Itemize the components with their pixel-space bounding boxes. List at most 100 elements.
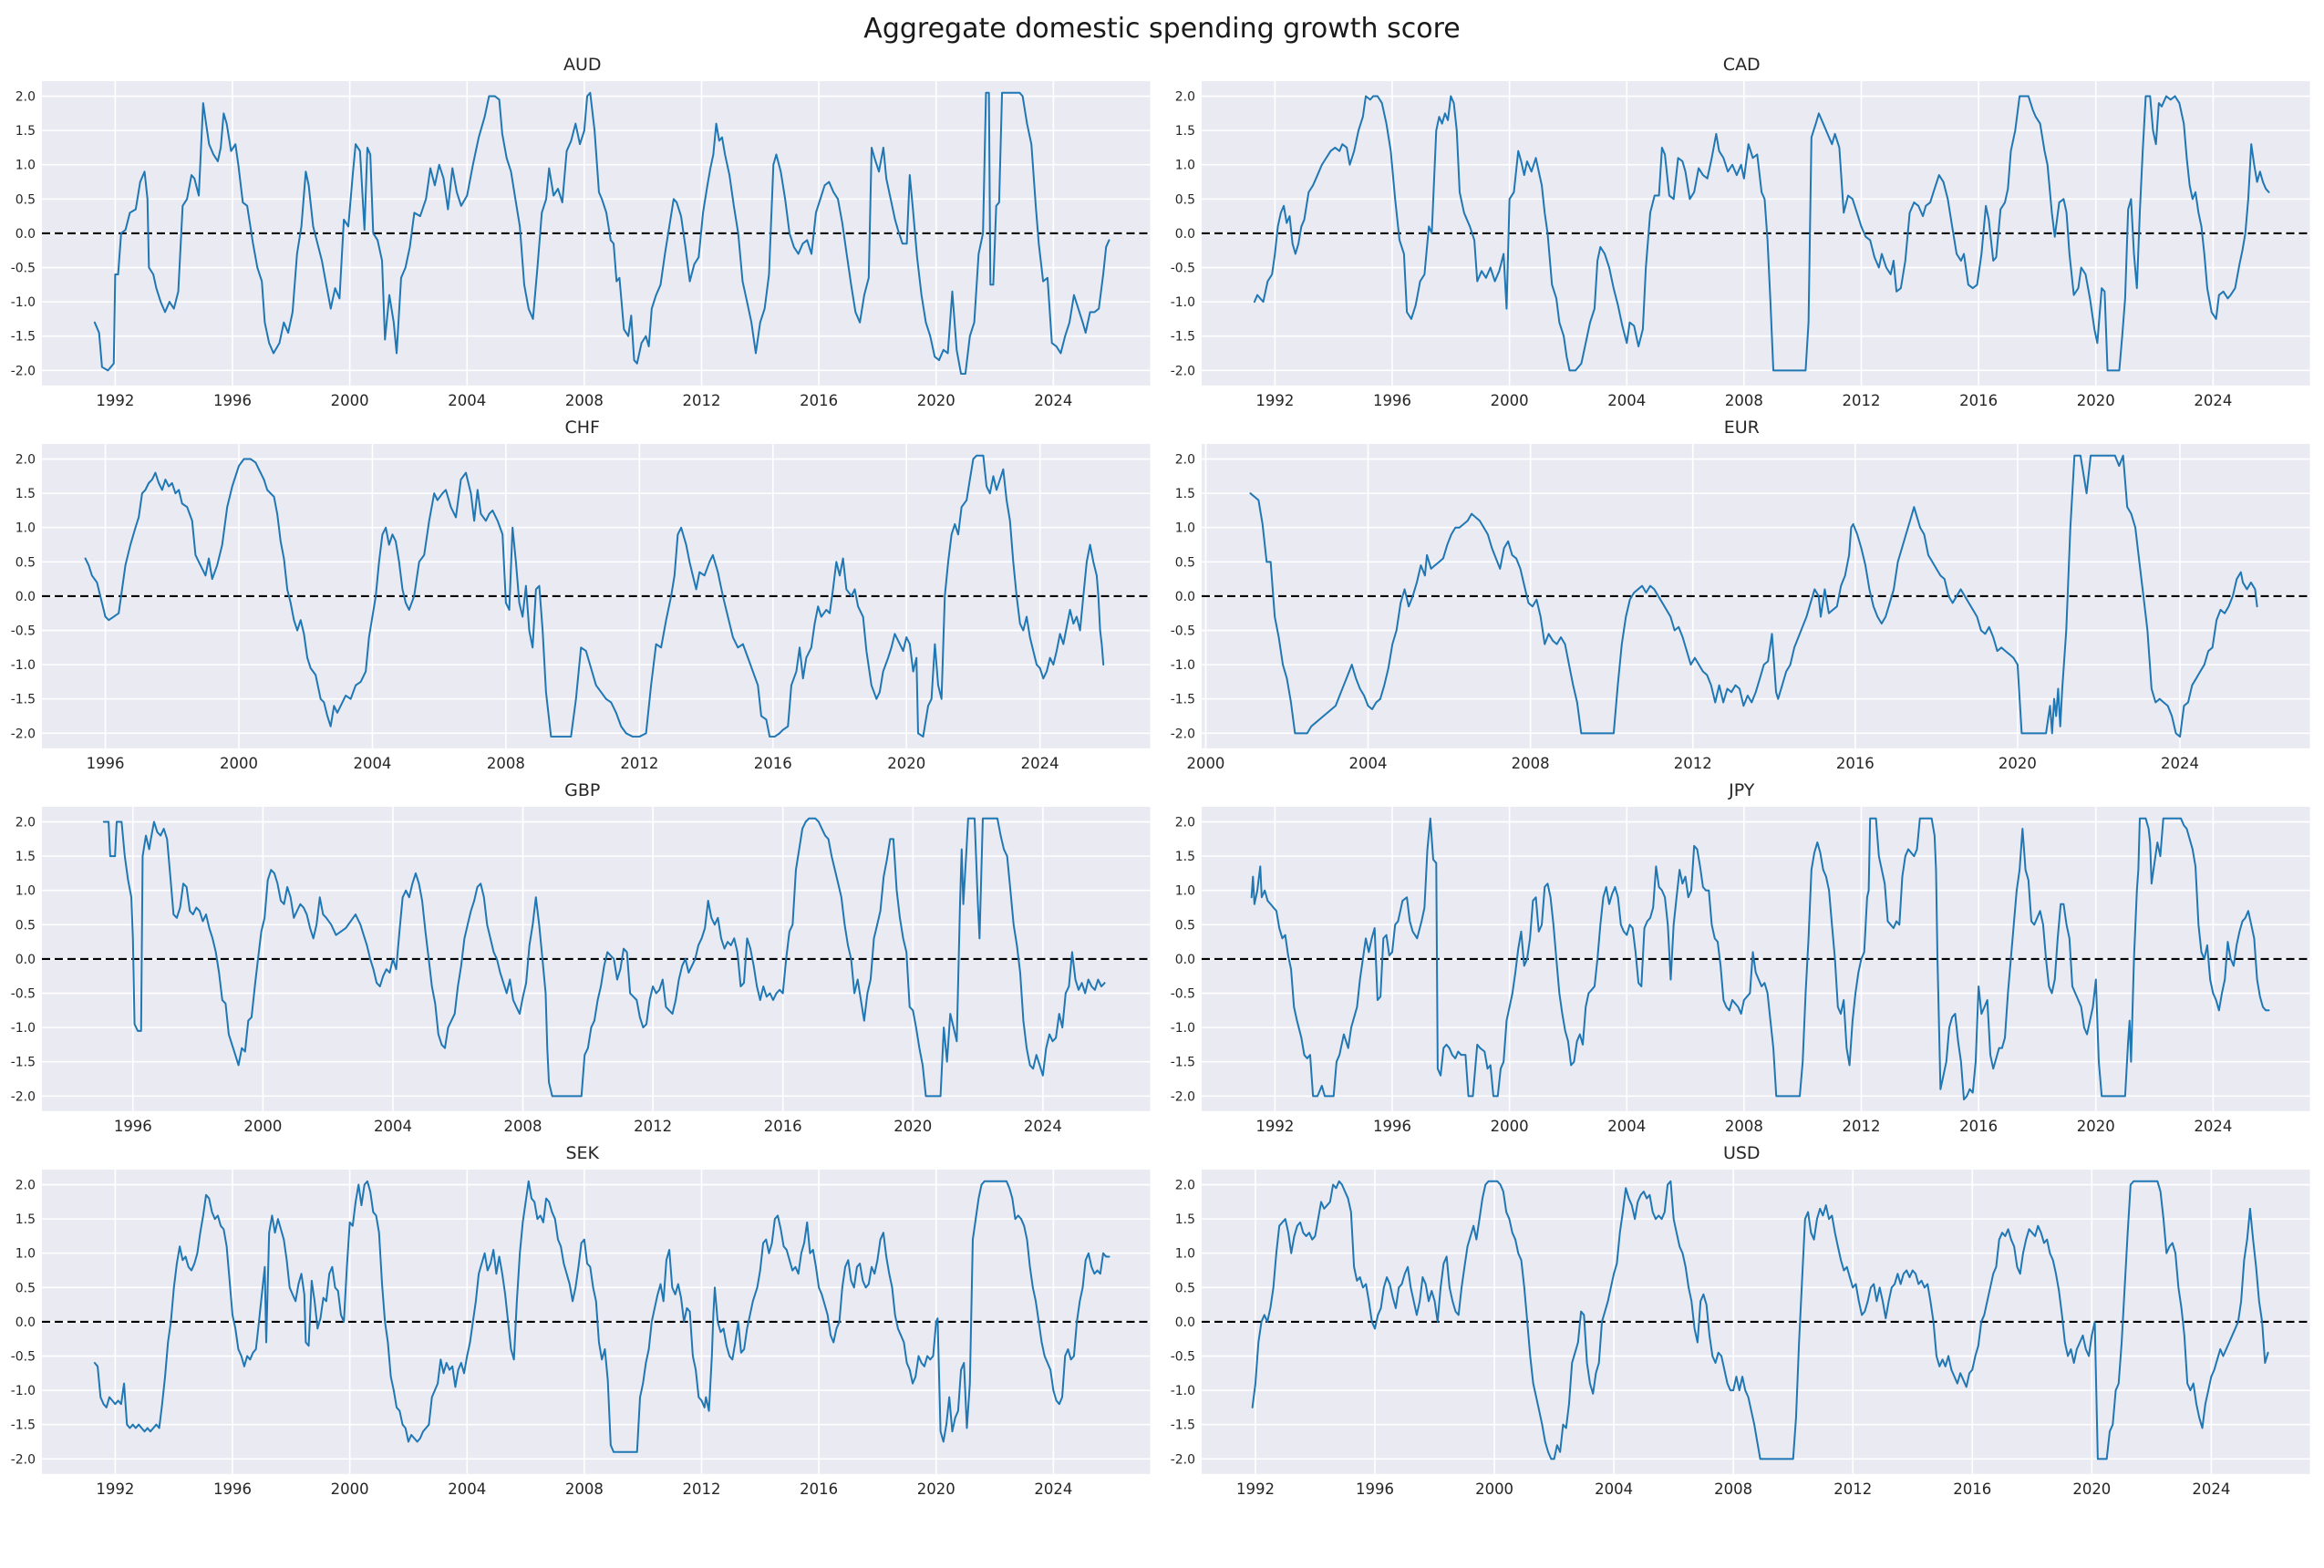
svg-text:2016: 2016 <box>754 755 792 772</box>
svg-text:2008: 2008 <box>487 755 525 772</box>
svg-text:0.5: 0.5 <box>15 1281 36 1295</box>
svg-text:-2.0: -2.0 <box>11 1452 36 1467</box>
svg-text:2020: 2020 <box>2076 392 2114 409</box>
subplot-usd: USD 1992 1996 2000 2004 2008 2012 2016 2020 2024… <box>1167 1142 2318 1503</box>
subplot-cad: CAD 1992 1996 2000 2004 2008 2012 2016 2020 2024… <box>1167 54 2318 415</box>
svg-text:0.0: 0.0 <box>1174 590 1194 604</box>
svg-text:2016: 2016 <box>1959 1118 1998 1135</box>
svg-text:-1.5: -1.5 <box>1170 330 1194 345</box>
svg-text:2000: 2000 <box>220 755 258 772</box>
svg-text:1.5: 1.5 <box>1174 124 1194 139</box>
svg-text:2004: 2004 <box>448 1480 486 1497</box>
subplot-title-gbp: GBP <box>564 779 601 800</box>
subplot-aud: AUD 1992 1996 2000 2004 2008 2012 2016 2020 2024… <box>7 54 1158 415</box>
subplot-title-cad: CAD <box>1722 55 1761 75</box>
svg-text:1992: 1992 <box>96 392 134 409</box>
svg-text:2000: 2000 <box>331 392 369 409</box>
svg-text:1992: 1992 <box>1255 392 1294 409</box>
svg-text:2020: 2020 <box>917 392 955 409</box>
subplot-eur: EUR 2000 2004 2008 2012 2016 2020 2024 2.0 1.5 1.… <box>1167 417 2318 778</box>
svg-text:2012: 2012 <box>620 755 658 772</box>
svg-text:1.5: 1.5 <box>15 487 36 501</box>
svg-text:2.0: 2.0 <box>1174 1178 1194 1192</box>
svg-text:0.0: 0.0 <box>15 590 36 604</box>
svg-text:2012: 2012 <box>683 392 721 409</box>
svg-text:2012: 2012 <box>1833 1480 1872 1497</box>
svg-text:0.0: 0.0 <box>1174 953 1194 967</box>
chart-eur: 2000 2004 2008 2012 2016 2020 2024 2.0 1.5 1.0 0.5… <box>1170 443 2309 772</box>
svg-text:2004: 2004 <box>353 755 391 772</box>
svg-text:2020: 2020 <box>887 755 925 772</box>
chart-jpy: 1992 1996 2000 2004 2008 2012 2016 2020 2024 2.0 1… <box>1170 806 2309 1135</box>
svg-text:1996: 1996 <box>1356 1480 1394 1497</box>
svg-text:-1.0: -1.0 <box>1170 1384 1194 1398</box>
svg-text:0.5: 0.5 <box>15 192 36 207</box>
svg-text:-0.5: -0.5 <box>1170 986 1194 1001</box>
subplot-jpy: JPY 1992 1996 2000 2004 2008 2012 2016 2020 2024… <box>1167 779 2318 1140</box>
svg-text:1992: 1992 <box>96 1480 134 1497</box>
svg-text:1.0: 1.0 <box>15 521 36 536</box>
svg-text:2000: 2000 <box>243 1118 282 1135</box>
svg-text:-0.5: -0.5 <box>11 624 36 638</box>
svg-text:2024: 2024 <box>1024 1118 1062 1135</box>
svg-text:-1.5: -1.5 <box>11 330 36 345</box>
chart-usd: 1992 1996 2000 2004 2008 2012 2016 2020 2024 2.0 1… <box>1170 1169 2309 1497</box>
svg-text:2024: 2024 <box>1021 755 1059 772</box>
svg-text:1.5: 1.5 <box>15 1212 36 1227</box>
svg-text:-1.0: -1.0 <box>1170 658 1194 673</box>
svg-text:-1.5: -1.5 <box>1170 693 1194 707</box>
svg-text:2.0: 2.0 <box>1174 815 1194 830</box>
svg-text:2024: 2024 <box>1034 392 1072 409</box>
svg-text:2016: 2016 <box>800 1480 838 1497</box>
svg-text:2012: 2012 <box>683 1480 721 1497</box>
svg-text:2020: 2020 <box>2072 1480 2111 1497</box>
svg-text:0.5: 0.5 <box>1174 192 1194 207</box>
svg-text:1996: 1996 <box>1373 1118 1411 1135</box>
svg-text:2.0: 2.0 <box>15 1178 36 1192</box>
svg-text:2000: 2000 <box>331 1480 369 1497</box>
svg-text:2000: 2000 <box>1475 1480 1513 1497</box>
svg-text:1.5: 1.5 <box>15 124 36 139</box>
svg-text:1996: 1996 <box>213 1480 252 1497</box>
svg-text:-0.5: -0.5 <box>1170 262 1194 276</box>
svg-text:2024: 2024 <box>1034 1480 1072 1497</box>
svg-text:1996: 1996 <box>1373 392 1411 409</box>
svg-text:1.0: 1.0 <box>15 883 36 898</box>
svg-text:1992: 1992 <box>1235 1480 1274 1497</box>
svg-text:0.0: 0.0 <box>15 1315 36 1329</box>
svg-text:1.0: 1.0 <box>15 159 36 173</box>
svg-text:-1.5: -1.5 <box>1170 1418 1194 1432</box>
svg-text:2016: 2016 <box>1959 392 1998 409</box>
svg-text:0.5: 0.5 <box>1174 1281 1194 1295</box>
svg-text:-1.5: -1.5 <box>11 1055 36 1069</box>
subplot-chf: CHF 1996 2000 2004 2008 2012 2016 2020 2024 2.0 1… <box>7 417 1158 778</box>
svg-text:2000: 2000 <box>1490 392 1528 409</box>
svg-text:2004: 2004 <box>1595 1480 1633 1497</box>
svg-text:-2.0: -2.0 <box>11 727 36 741</box>
svg-text:2012: 2012 <box>1842 1118 1880 1135</box>
svg-text:1.5: 1.5 <box>15 850 36 864</box>
subplot-gbp: GBP 1996 2000 2004 2008 2012 2016 2020 2024 2.0 1… <box>7 779 1158 1140</box>
svg-text:0.0: 0.0 <box>1174 227 1194 242</box>
svg-text:1996: 1996 <box>114 1118 152 1135</box>
svg-text:-1.5: -1.5 <box>11 1418 36 1432</box>
svg-text:1.0: 1.0 <box>1174 883 1194 898</box>
svg-text:2024: 2024 <box>2192 1480 2230 1497</box>
chart-gbp: 1996 2000 2004 2008 2012 2016 2020 2024 2.0 1.5 1.… <box>11 806 1151 1135</box>
svg-text:1.0: 1.0 <box>15 1246 36 1261</box>
svg-text:-1.0: -1.0 <box>1170 295 1194 310</box>
svg-text:2008: 2008 <box>1724 1118 1762 1135</box>
svg-text:1996: 1996 <box>213 392 252 409</box>
svg-text:1.0: 1.0 <box>1174 159 1194 173</box>
svg-text:2016: 2016 <box>800 392 838 409</box>
svg-text:1.0: 1.0 <box>1174 521 1194 536</box>
svg-text:-2.0: -2.0 <box>1170 364 1194 378</box>
svg-text:2024: 2024 <box>2194 1118 2232 1135</box>
svg-text:0.0: 0.0 <box>1174 1315 1194 1329</box>
svg-text:2004: 2004 <box>374 1118 412 1135</box>
svg-text:1992: 1992 <box>1255 1118 1294 1135</box>
subplot-grid: AUD 1992 1996 2000 2004 2008 2012 2016 2020 2024… <box>7 54 2317 1502</box>
svg-text:2008: 2008 <box>1724 392 1762 409</box>
svg-text:-1.0: -1.0 <box>11 1021 36 1036</box>
